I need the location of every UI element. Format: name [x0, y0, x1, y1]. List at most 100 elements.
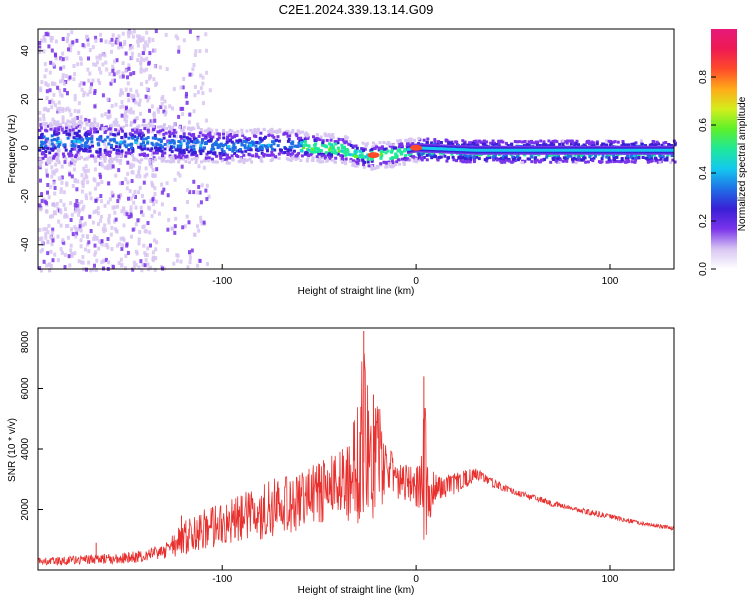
heatmap-cell: [247, 145, 251, 149]
heatmap-cell: [543, 157, 547, 161]
heatmap-cell: [101, 139, 105, 143]
heatmap-noise-cell: [93, 167, 97, 172]
heatmap-cell: [152, 151, 156, 155]
heatmap-noise-cell: [91, 267, 95, 272]
heatmap-cell: [161, 152, 165, 156]
heatmap-noise-cell: [89, 85, 93, 90]
heatmap-cell: [228, 128, 232, 132]
heatmap-cell: [174, 156, 178, 160]
heatmap-cell: [523, 153, 527, 157]
heatmap-cell: [545, 154, 549, 157]
heatmap-cell: [164, 159, 168, 163]
heatmap-noise-cell: [57, 100, 61, 105]
heatmap-noise-cell: [97, 66, 101, 71]
heatmap-cell: [557, 155, 560, 159]
heatmap-noise-cell: [65, 224, 68, 228]
heatmap-cell: [627, 143, 630, 147]
heatmap-noise-cell: [49, 249, 53, 254]
heatmap-cell: [422, 138, 426, 142]
heatmap-noise-cell: [145, 87, 149, 91]
colorbar-gradient: [711, 29, 737, 269]
heatmap-cell: [577, 143, 580, 147]
heatmap-cell: [182, 139, 186, 143]
heatmap-noise-cell: [87, 240, 91, 245]
heatmap-cell: [394, 152, 398, 156]
heatmap-cell: [104, 150, 107, 154]
heatmap-cell: [556, 157, 560, 161]
heatmap-cell: [264, 144, 268, 148]
heatmap-cell: [182, 148, 186, 152]
heatmap-cell: [119, 158, 123, 162]
heatmap-noise-cell: [61, 76, 65, 81]
heatmap-cell: [231, 158, 235, 162]
heatmap-noise-cell: [121, 61, 125, 66]
heatmap-noise-cell: [143, 47, 147, 52]
heatmap-noise-cell: [182, 77, 186, 81]
heatmap-cell: [121, 129, 124, 133]
heatmap-noise-cell: [84, 117, 88, 122]
heatmap-cell: [171, 160, 175, 164]
heatmap-noise-cell: [77, 208, 81, 213]
heatmap-cell: [561, 159, 565, 163]
heatmap-cell: [535, 158, 539, 162]
heatmap-noise-cell: [85, 196, 88, 201]
heatmap-noise-cell: [145, 56, 149, 61]
heatmap-cell: [249, 143, 252, 147]
heatmap-cell: [116, 132, 120, 136]
heatmap-cell: [493, 141, 497, 145]
heatmap-noise-cell: [109, 131, 113, 136]
heatmap-noise-cell: [99, 214, 103, 219]
heatmap-noise-cell: [116, 39, 120, 43]
heatmap-cell: [605, 160, 609, 164]
heatmap-noise-cell: [77, 109, 81, 114]
heatmap-cell: [72, 136, 76, 140]
heatmap-noise-cell: [147, 126, 151, 131]
heatmap-cell: [389, 142, 393, 146]
heatmap-cell: [141, 137, 145, 141]
heatmap-noise-cell: [72, 167, 76, 172]
heatmap-cell: [354, 153, 358, 157]
heatmap-cell: [191, 152, 195, 155]
heatmap-cell: [459, 153, 463, 157]
heatmap-noise-cell: [81, 260, 85, 265]
heatmap-cell: [74, 126, 78, 130]
heatmap-noise-cell: [50, 165, 54, 170]
heatmap-noise-cell: [129, 162, 133, 167]
heatmap-cell: [99, 127, 103, 131]
heatmap-noise-cell: [124, 119, 128, 124]
heatmap-noise-cell: [69, 201, 73, 206]
heatmap-cell: [521, 161, 525, 165]
heatmap-cell: [185, 136, 189, 140]
heatmap-cell: [76, 140, 80, 144]
heatmap-cell: [547, 139, 551, 143]
heatmap-cell: [592, 141, 596, 145]
heatmap-cell: [70, 147, 74, 151]
heatmap-cell: [209, 150, 213, 154]
heatmap-cell: [86, 139, 90, 143]
heatmap-noise-cell: [82, 91, 86, 95]
heatmap-noise-cell: [71, 132, 75, 137]
heatmap-noise-cell: [93, 117, 97, 122]
heatmap-cell: [433, 138, 437, 142]
heatmap-cell: [96, 142, 100, 146]
heatmap-noise-cell: [81, 43, 85, 48]
heatmap-cell: [451, 155, 455, 159]
heatmap-noise-cell: [79, 238, 83, 243]
heatmap-cell: [41, 156, 45, 160]
heatmap-cell: [462, 160, 466, 164]
heatmap-cell: [189, 148, 193, 152]
heatmap-noise-cell: [117, 69, 121, 74]
heatmap-noise-cell: [69, 248, 73, 253]
heatmap-cell: [257, 129, 260, 132]
heatmap-noise-cell: [133, 127, 136, 132]
heatmap-cell: [381, 150, 385, 154]
heatmap-cell: [315, 146, 319, 150]
heatmap-cell: [55, 130, 59, 134]
heatmap-noise-cell: [121, 138, 125, 143]
heatmap-noise-cell: [83, 44, 87, 49]
heatmap-noise-cell: [154, 82, 157, 87]
heatmap-cell: [48, 151, 52, 155]
heatmap-noise-cell: [51, 214, 55, 219]
heatmap-cell: [164, 131, 168, 135]
heatmap-cell: [72, 120, 76, 124]
